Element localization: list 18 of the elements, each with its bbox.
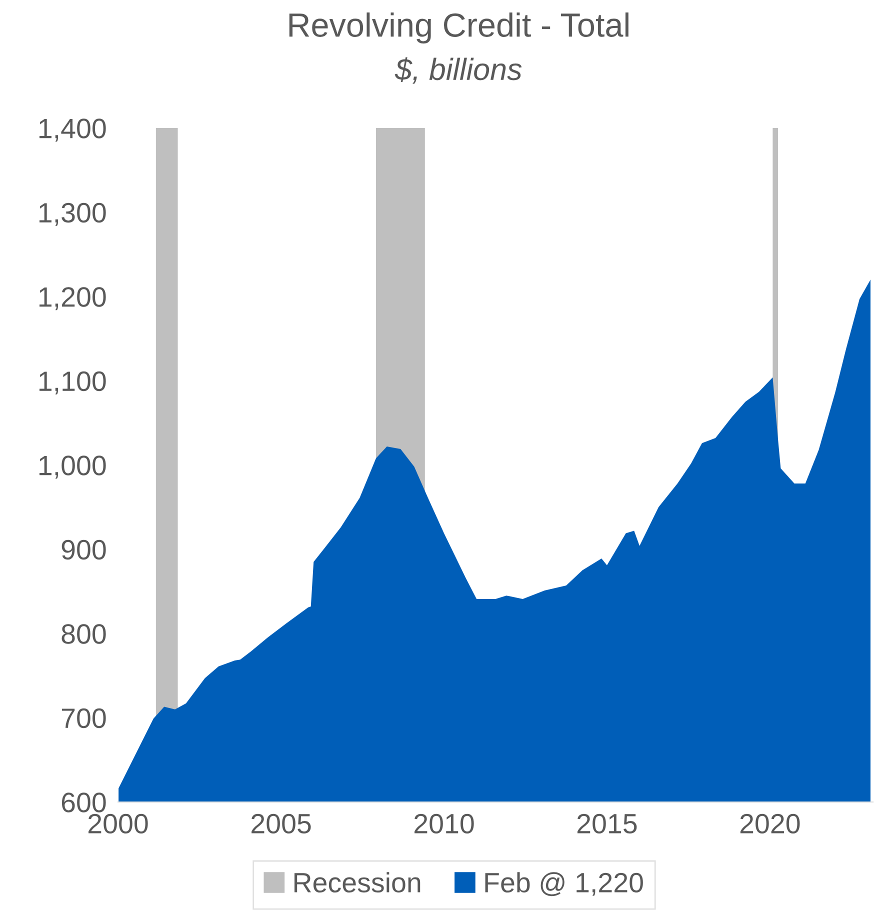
- legend-label: Recession: [294, 872, 420, 893]
- x-tick-label: 2000: [88, 814, 148, 834]
- x-tick-label: 2020: [740, 814, 800, 834]
- x-tick-label: 2005: [252, 814, 311, 834]
- y-tick-label: 700: [62, 708, 106, 728]
- y-tick-label: 1,300: [40, 202, 106, 226]
- chart-subtitle: $, billions: [394, 57, 522, 84]
- y-tick-label: 1,100: [40, 371, 106, 394]
- y-tick-label: 900: [62, 540, 106, 560]
- y-tick-label: 1,200: [40, 287, 106, 310]
- chart-title: Revolving Credit - Total: [289, 12, 628, 44]
- y-tick-label: 1,000: [40, 456, 106, 479]
- x-tick-label: 2010: [414, 814, 474, 834]
- legend-label: Feb @ 1,220: [485, 872, 643, 896]
- y-tick-label: 1,400: [40, 118, 106, 142]
- y-tick-label: 600: [62, 792, 106, 812]
- x-tick-label: 2015: [577, 814, 637, 834]
- y-tick-label: 800: [62, 624, 106, 644]
